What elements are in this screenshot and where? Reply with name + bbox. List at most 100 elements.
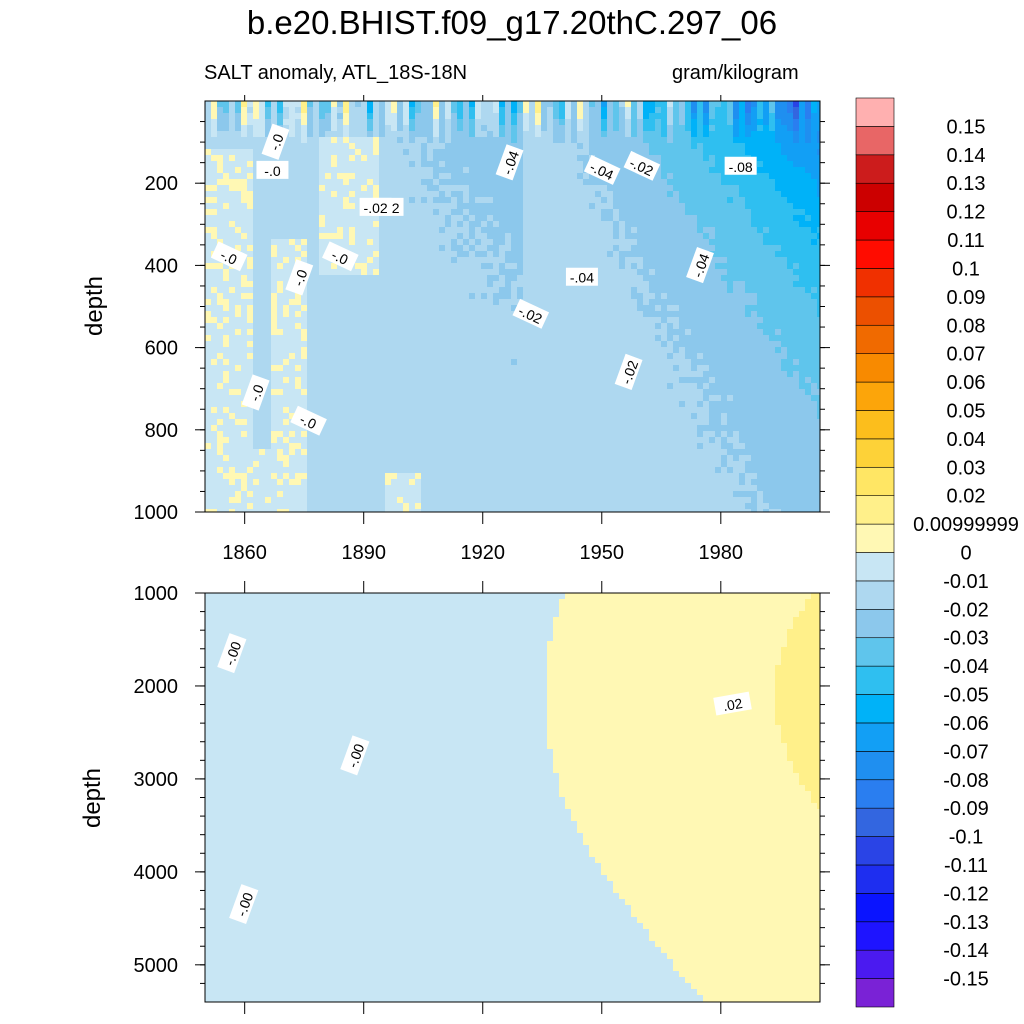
upper-y-tick-label: 200 [145,173,178,195]
colorbar-label: -0.04 [943,656,989,678]
lower-y-tick-label: 1000 [134,583,179,605]
colorbar-label: 0.1 [952,258,980,280]
upper-x-tick-label: 1980 [699,542,744,564]
colorbar-box [855,410,895,440]
lower-y-tick-label: 5000 [134,955,179,977]
colorbar-label: 0.05 [947,400,986,422]
colorbar-box [855,523,895,553]
colorbar-box [855,182,895,212]
lower-contour-label-text: .02 [722,695,744,714]
upper-contour-label: -.0 [256,160,289,179]
lower-contour-label: -.00 [340,735,370,776]
colorbar-box [855,978,895,1008]
colorbar-label: 0.14 [947,145,986,167]
colorbar-label: -0.13 [943,912,989,934]
upper-x-tick-label: 1890 [341,542,386,564]
lower-contour-label: -.00 [229,884,259,925]
colorbar-label: -0.07 [943,741,989,763]
colorbar-label: 0.07 [947,344,986,366]
colorbar-box [855,864,895,894]
upper-contour-label: -.04 [495,144,524,181]
upper-x-tick-label: 1950 [580,542,625,564]
colorbar-label: -0.05 [943,685,989,707]
upper-contour-label: -.02 [512,298,550,329]
upper-contour-label-text: -.0 [246,382,267,403]
colorbar-label: -0.06 [943,713,989,735]
upper-x-tick-label: 1920 [460,542,505,564]
colorbar-box [855,807,895,837]
colorbar-box [855,495,895,525]
upper-field [205,101,820,512]
colorbar-box [855,353,895,383]
upper-contour-label-text: -.02 [364,200,388,216]
lower-y-axis-label: depth [79,768,106,828]
colorbar-box [855,893,895,923]
colorbar-box [855,211,895,241]
colorbar-label: 0.08 [947,315,986,337]
colorbar-label: 0.11 [947,230,984,252]
colorbar-label: -0.12 [943,883,989,905]
colorbar-box [855,949,895,979]
upper-contour-label: -.0 [241,374,270,411]
colorbar-box [855,779,895,809]
upper-contour-label-text: -.02 [618,358,641,386]
colorbar-box [855,552,895,582]
lower-y-tick-label: 4000 [134,862,179,884]
upper-contour-label: -.04 [565,267,598,286]
upper-y-tick-label: 600 [145,338,178,360]
lower-field [205,593,820,1002]
upper-y-tick-label: 1000 [134,502,179,524]
upper-contour-label-text: -.04 [499,148,522,176]
colorbar-label: 0.00999999 [913,514,1019,536]
subtitle-left: SALT anomaly, ATL_18S-18N [204,62,468,84]
colorbar-label: -0.09 [943,798,989,820]
colorbar-label: -0.02 [943,599,989,621]
colorbar-box [855,97,895,127]
colorbar-label: 0.09 [947,287,986,309]
colorbar-box [855,836,895,866]
upper-x-tick-label: 1860 [222,542,267,564]
colorbar-box [855,665,895,695]
lower-contour-label: -.00 [217,633,247,674]
upper-contour-label-text: -.0 [290,267,311,288]
colorbar-label: 0.13 [947,173,986,195]
upper-contour-label-text: -.0 [297,411,319,432]
colorbar-box [855,751,895,781]
lower-contour-label-text: -.00 [233,890,256,918]
upper-contour-label: -.0 [285,259,314,296]
colorbar-box [855,609,895,639]
colorbar-label: 0.15 [947,116,986,138]
colorbar-box [855,466,895,496]
upper-contour-label-text: -.04 [570,270,594,286]
colorbar-box [855,381,895,411]
upper-contour-label: -.02 [623,150,661,181]
colorbar-box [855,438,895,468]
upper-contour-label: -.0 [210,241,248,272]
colorbar-label: 0.03 [947,457,986,479]
colorbar-box [855,324,895,354]
colorbar-label: 0.02 [947,486,986,508]
upper-contour-label-text: -.04 [689,251,712,279]
upper-contour-label: -.0 [261,123,290,160]
subtitle-right: gram/kilogram [672,62,799,84]
upper-contour-label-text: -.08 [729,159,753,175]
upper-contour-label: -.08 [724,156,757,175]
lower-y-tick-label: 3000 [134,769,179,791]
lower-y-tick-label: 2000 [134,676,179,698]
colorbar-box [855,268,895,298]
colorbar-label: -0.08 [943,770,989,792]
upper-contour-label-text: -.0 [266,131,287,152]
upper-contour-label: -.0 [322,241,359,272]
colorbar-box [855,296,895,326]
colorbar-box [855,637,895,667]
plot-title: b.e20.BHIST.f09_g17.20thC.297_06 [246,4,778,41]
upper-contour-label: -.02 [614,353,643,391]
colorbar-label: 0.12 [947,202,986,224]
colorbar-label: -0.01 [943,571,989,593]
colorbar-label: -0.03 [943,628,989,650]
colorbar-label: 0.04 [947,429,986,451]
upper-y-tick-label: 400 [145,255,178,277]
colorbar-box [855,239,895,269]
